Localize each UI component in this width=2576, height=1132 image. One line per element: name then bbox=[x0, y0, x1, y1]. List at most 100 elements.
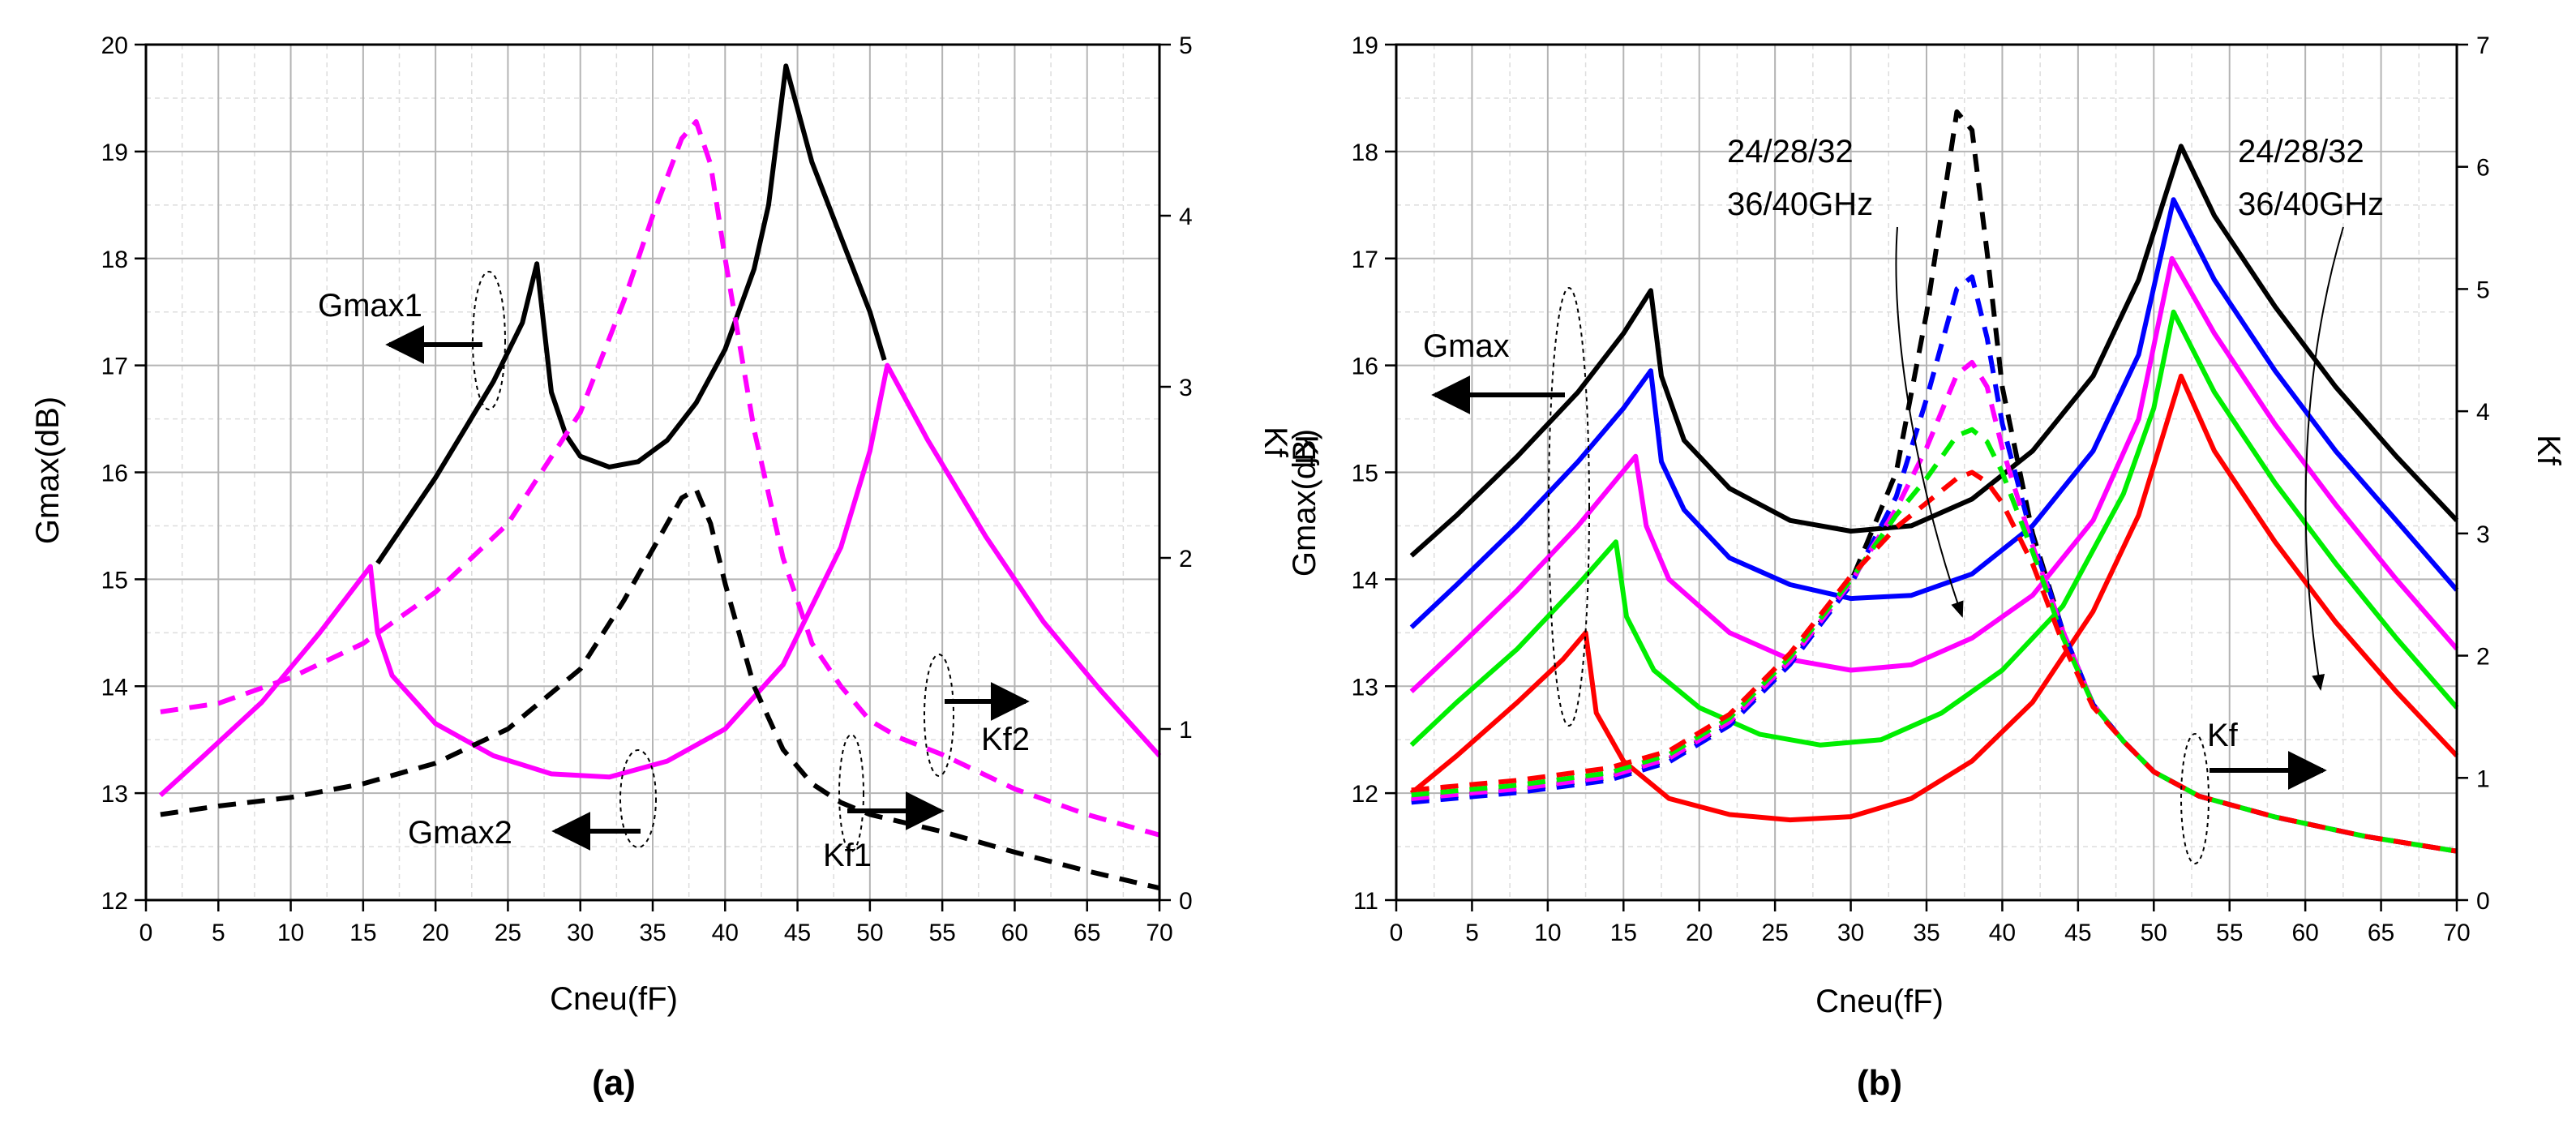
x-tick-label: 60 bbox=[1001, 920, 1028, 946]
panel-b-ticks: 0 5 10 15 20 25 30 35 40 45 50 55 60 65 70111213141516… bbox=[1352, 32, 2490, 946]
x-tick-label: 30 bbox=[567, 920, 594, 946]
x-tick-label: 55 bbox=[2216, 920, 2243, 946]
x-tick-label: 25 bbox=[1761, 920, 1788, 946]
x-tick-label: 60 bbox=[2291, 920, 2318, 946]
svg-text:Kf2: Kf2 bbox=[981, 722, 1030, 757]
x-tick-label: 55 bbox=[928, 920, 955, 946]
y2-tick-label: 1 bbox=[2476, 765, 2490, 792]
x-tick-label: 30 bbox=[1837, 920, 1864, 946]
y2-tick-label: 1 bbox=[1179, 717, 1193, 744]
x-tick-label: 65 bbox=[1074, 920, 1100, 946]
y-tick-label: 19 bbox=[1352, 32, 1378, 59]
panel-b-frame bbox=[1395, 43, 2458, 902]
x-tick-label: 65 bbox=[2368, 920, 2394, 946]
annotation-freq-left: 24/28/32 36/40GHz bbox=[1727, 134, 1964, 618]
panel-a-chart: 0 5 10 15 20 25 30 35 40 45 50 55 60 65 70121314151617… bbox=[30, 32, 1293, 1103]
series-line-b-5 bbox=[1409, 373, 2459, 823]
x-tick-label: 20 bbox=[422, 920, 448, 946]
svg-text:36/40GHz: 36/40GHz bbox=[2238, 187, 2384, 222]
y-tick-label: 12 bbox=[1352, 781, 1378, 808]
x-tick-label: 0 bbox=[1390, 920, 1404, 946]
y-tick-label: 14 bbox=[1352, 567, 1378, 594]
annotation-freq-right: 24/28/32 36/40GHz bbox=[2238, 134, 2384, 691]
panel-b-label: (b) bbox=[1857, 1063, 1902, 1103]
svg-text:Gmax1: Gmax1 bbox=[318, 288, 422, 324]
y-tick-label: 17 bbox=[101, 354, 128, 380]
x-tick-label: 5 bbox=[1465, 920, 1479, 946]
y2-tick-label: 5 bbox=[1179, 32, 1193, 59]
x-tick-label: 40 bbox=[1989, 920, 2016, 946]
y2-tick-label: 5 bbox=[2476, 277, 2490, 303]
series-line-b-10 bbox=[1411, 470, 2458, 854]
y-tick-label: 11 bbox=[1353, 888, 1378, 915]
series-line-a-4 bbox=[160, 487, 1160, 891]
x-tick-label: 45 bbox=[2064, 920, 2091, 946]
y-tick-label: 13 bbox=[101, 781, 128, 808]
panel-b-xlabel: Cneu(fF) bbox=[1815, 984, 1944, 1019]
series-line-b-9 bbox=[1411, 427, 2458, 854]
panel-a-ticks: 0 5 10 15 20 25 30 35 40 45 50 55 60 65 70121314151617… bbox=[101, 32, 1193, 946]
x-tick-label: 25 bbox=[495, 920, 521, 946]
series-line-b-2 bbox=[1409, 197, 2459, 629]
y2-tick-label: 4 bbox=[1179, 204, 1193, 230]
svg-text:Kf1: Kf1 bbox=[823, 838, 872, 873]
x-tick-label: 35 bbox=[639, 920, 666, 946]
annotation-gmax2: Gmax2 bbox=[408, 749, 657, 851]
x-tick-label: 0 bbox=[139, 920, 153, 946]
panel-a-y2label: Kf bbox=[1258, 427, 1293, 458]
panel-a-xlabel: Cneu(fF) bbox=[550, 981, 678, 1017]
x-tick-label: 5 bbox=[212, 920, 225, 946]
x-tick-label: 50 bbox=[2141, 920, 2167, 946]
y2-tick-label: 0 bbox=[1179, 888, 1193, 915]
y-tick-label: 14 bbox=[101, 674, 128, 701]
x-tick-label: 45 bbox=[784, 920, 811, 946]
y-tick-label: 15 bbox=[1352, 461, 1378, 487]
panel-a-series bbox=[158, 63, 1162, 891]
svg-text:Gmax2: Gmax2 bbox=[408, 815, 512, 851]
series-line-b-7 bbox=[1411, 274, 2458, 854]
x-tick-label: 35 bbox=[1913, 920, 1940, 946]
x-tick-label: 10 bbox=[277, 920, 304, 946]
series-line-b-4 bbox=[1409, 309, 2459, 748]
y-tick-label: 13 bbox=[1352, 674, 1378, 701]
panel-a-frame bbox=[144, 43, 1161, 902]
y-tick-label: 17 bbox=[1352, 247, 1378, 273]
series-line-b-1 bbox=[1409, 144, 2459, 558]
y-tick-label: 19 bbox=[101, 139, 128, 166]
svg-text:36/40GHz: 36/40GHz bbox=[1727, 187, 1873, 222]
x-tick-label: 10 bbox=[1534, 920, 1561, 946]
svg-text:Gmax: Gmax bbox=[1423, 328, 1510, 364]
x-tick-label: 40 bbox=[712, 920, 739, 946]
y-tick-label: 18 bbox=[101, 247, 128, 273]
y-tick-label: 15 bbox=[101, 567, 128, 594]
annotation-kf: Kf bbox=[2180, 718, 2327, 864]
annotation-gmax: Gmax bbox=[1423, 287, 1590, 727]
y-tick-label: 20 bbox=[101, 32, 128, 59]
panel-a-ylabel: Gmax(dB) bbox=[30, 397, 66, 544]
x-tick-label: 70 bbox=[2443, 920, 2470, 946]
y-tick-label: 16 bbox=[1352, 354, 1378, 380]
x-tick-label: 70 bbox=[1146, 920, 1172, 946]
annotation-gmax1: Gmax1 bbox=[318, 271, 506, 410]
annotation-kf2: Kf2 bbox=[924, 654, 1030, 777]
svg-text:24/28/32: 24/28/32 bbox=[1727, 134, 1854, 169]
x-tick-label: 20 bbox=[1686, 920, 1712, 946]
y2-tick-label: 3 bbox=[1179, 375, 1193, 401]
series-line-b-3 bbox=[1409, 255, 2459, 693]
panel-b-y2label: Kf bbox=[2531, 435, 2566, 466]
svg-text:Kf: Kf bbox=[2207, 718, 2239, 753]
x-tick-label: 50 bbox=[856, 920, 883, 946]
y-tick-label: 16 bbox=[101, 461, 128, 487]
y2-tick-label: 2 bbox=[2476, 644, 2490, 671]
y2-tick-label: 7 bbox=[2476, 32, 2490, 59]
panel-b-ylabel-overlap: Kf bbox=[1288, 435, 1324, 466]
series-line-a-2 bbox=[158, 362, 1162, 798]
panel-a-label: (a) bbox=[592, 1063, 636, 1103]
y2-tick-label: 0 bbox=[2476, 888, 2490, 915]
panel-a-grid bbox=[145, 44, 1160, 901]
series-line-a-1 bbox=[375, 63, 887, 565]
y-tick-label: 12 bbox=[101, 888, 128, 915]
y2-tick-label: 3 bbox=[2476, 521, 2490, 548]
x-tick-label: 15 bbox=[349, 920, 376, 946]
